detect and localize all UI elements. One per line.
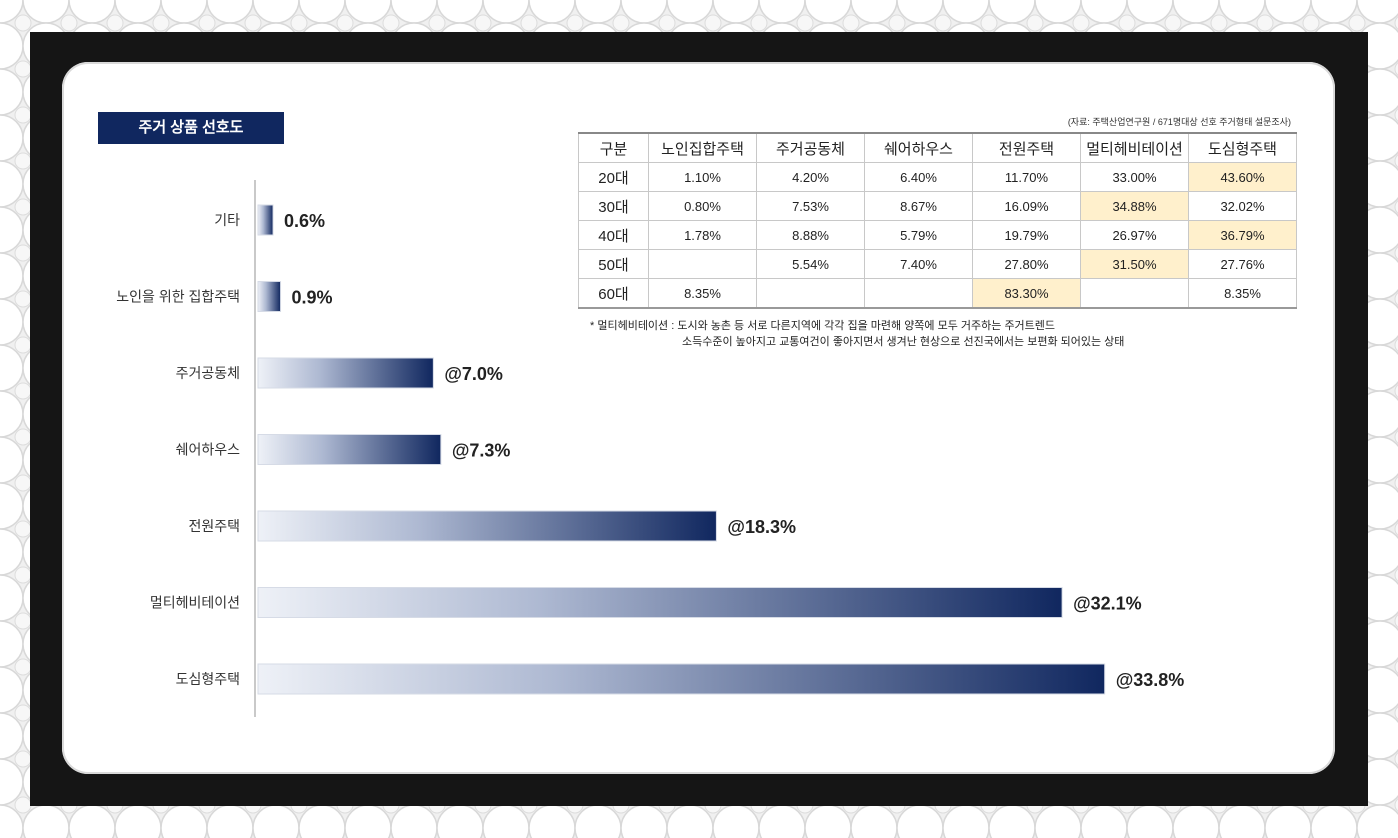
- table-cell: 5.79%: [864, 220, 973, 250]
- table-cell: 8.35%: [648, 278, 757, 309]
- value-label: 0.9%: [292, 288, 333, 308]
- category-label: 기타: [214, 212, 240, 228]
- table-cell: 36.79%: [1188, 220, 1297, 250]
- bar: [257, 510, 717, 542]
- value-label: 0.6%: [284, 211, 325, 231]
- table-cell: 43.60%: [1188, 162, 1297, 192]
- preference-table: 구분 노인집합주택 주거공동체 쉐어하우스 전원주택 멀티헤비테이션 도심형주택 20대 1.…: [578, 132, 1297, 309]
- value-label: @32.1%: [1073, 594, 1142, 614]
- value-label: @18.3%: [727, 517, 796, 537]
- category-label: 도심형주택: [176, 671, 240, 687]
- table-cell: 27.80%: [972, 249, 1081, 279]
- table-header-cell: 쉐어하우스: [864, 132, 973, 163]
- category-label: 멀티헤비테이션: [150, 595, 240, 611]
- table-row-label: 60대: [578, 278, 649, 309]
- page-title: 주거 상품 선호도: [98, 112, 284, 144]
- table-cell: 31.50%: [1080, 249, 1189, 279]
- chart-card: 주거 상품 선호도 (자료: 주택산업연구원 / 671명대상 선호 주거형태 …: [62, 62, 1335, 774]
- table-header-cell: 주거공동체: [756, 132, 865, 163]
- table-header-cell: 도심형주택: [1188, 132, 1297, 163]
- category-label: 전원주택: [188, 518, 240, 534]
- bar: [257, 587, 1063, 618]
- table-cell: 26.97%: [1080, 220, 1189, 250]
- value-label: @7.3%: [452, 441, 511, 461]
- bar-chart: 기타 0.6% 노인을 위한 집합주택 0.9% 주거공동체 @7.0% 쉐어하우스 @7.3…: [116, 180, 1185, 717]
- table-body: 20대 1.10% 4.20% 6.40% 11.70% 33.00% 43.60% 30대 0…: [578, 162, 1297, 309]
- category-label: 주거공동체: [176, 365, 240, 381]
- table-header-cell: 노인집합주택: [648, 132, 757, 163]
- table-cell: 34.88%: [1080, 191, 1189, 221]
- table-row-label: 20대: [578, 162, 649, 192]
- category-label: 쉐어하우스: [176, 442, 241, 458]
- value-label: @33.8%: [1116, 670, 1185, 690]
- value-label: @7.0%: [444, 364, 503, 384]
- table-row-label: 50대: [578, 249, 649, 279]
- bar: [257, 281, 282, 312]
- table-row-label: 30대: [578, 191, 649, 221]
- table-cell: 5.54%: [756, 249, 865, 279]
- table-cell: 83.30%: [972, 278, 1081, 309]
- table-cell: 11.70%: [972, 162, 1081, 192]
- table-cell: 27.76%: [1188, 249, 1297, 279]
- bar: [257, 663, 1106, 695]
- table-header-cell: 구분: [578, 132, 649, 163]
- table-header-row: 구분 노인집합주택 주거공동체 쉐어하우스 전원주택 멀티헤비테이션 도심형주택: [578, 132, 1297, 163]
- table-cell: 33.00%: [1080, 162, 1189, 192]
- table-row: 20대 1.10% 4.20% 6.40% 11.70% 33.00% 43.60%: [578, 162, 1297, 192]
- table-cell: 8.35%: [1188, 278, 1297, 309]
- bars-group: 기타 0.6% 노인을 위한 집합주택 0.9% 주거공동체 @7.0% 쉐어하우스 @7.3…: [116, 204, 1185, 695]
- table-row: 40대 1.78% 8.88% 5.79% 19.79% 26.97% 36.79%: [578, 220, 1297, 250]
- bar: [257, 357, 434, 389]
- source-note: (자료: 주택산업연구원 / 671명대상 선호 주거형태 설문조사): [1067, 117, 1291, 127]
- table-cell: [1080, 278, 1189, 309]
- footnote-line-1: * 멀티헤비테이션 : 도시와 농촌 등 서로 다른지역에 각각 집을 마련해 …: [590, 320, 1056, 332]
- table-header-cell: 멀티헤비테이션: [1080, 132, 1189, 163]
- table-cell: 7.40%: [864, 249, 973, 279]
- table-cell: 32.02%: [1188, 191, 1297, 221]
- table-cell: 1.78%: [648, 220, 757, 250]
- table-cell: 6.40%: [864, 162, 973, 192]
- bar: [257, 204, 274, 236]
- table-cell: 16.09%: [972, 191, 1081, 221]
- table-row: 50대 5.54% 7.40% 27.80% 31.50% 27.76%: [578, 249, 1297, 279]
- table-row-label: 40대: [578, 220, 649, 250]
- table-cell: [864, 278, 973, 309]
- table-cell: [648, 249, 757, 279]
- table-row: 60대 8.35% 83.30% 8.35%: [578, 278, 1297, 309]
- footnote-line-2: 소득수준이 높아지고 교통여건이 좋아지면서 생겨난 현상으로 선진국에서는 보…: [682, 336, 1125, 348]
- bar: [257, 434, 442, 465]
- category-label: 노인을 위한 집합주택: [116, 289, 240, 305]
